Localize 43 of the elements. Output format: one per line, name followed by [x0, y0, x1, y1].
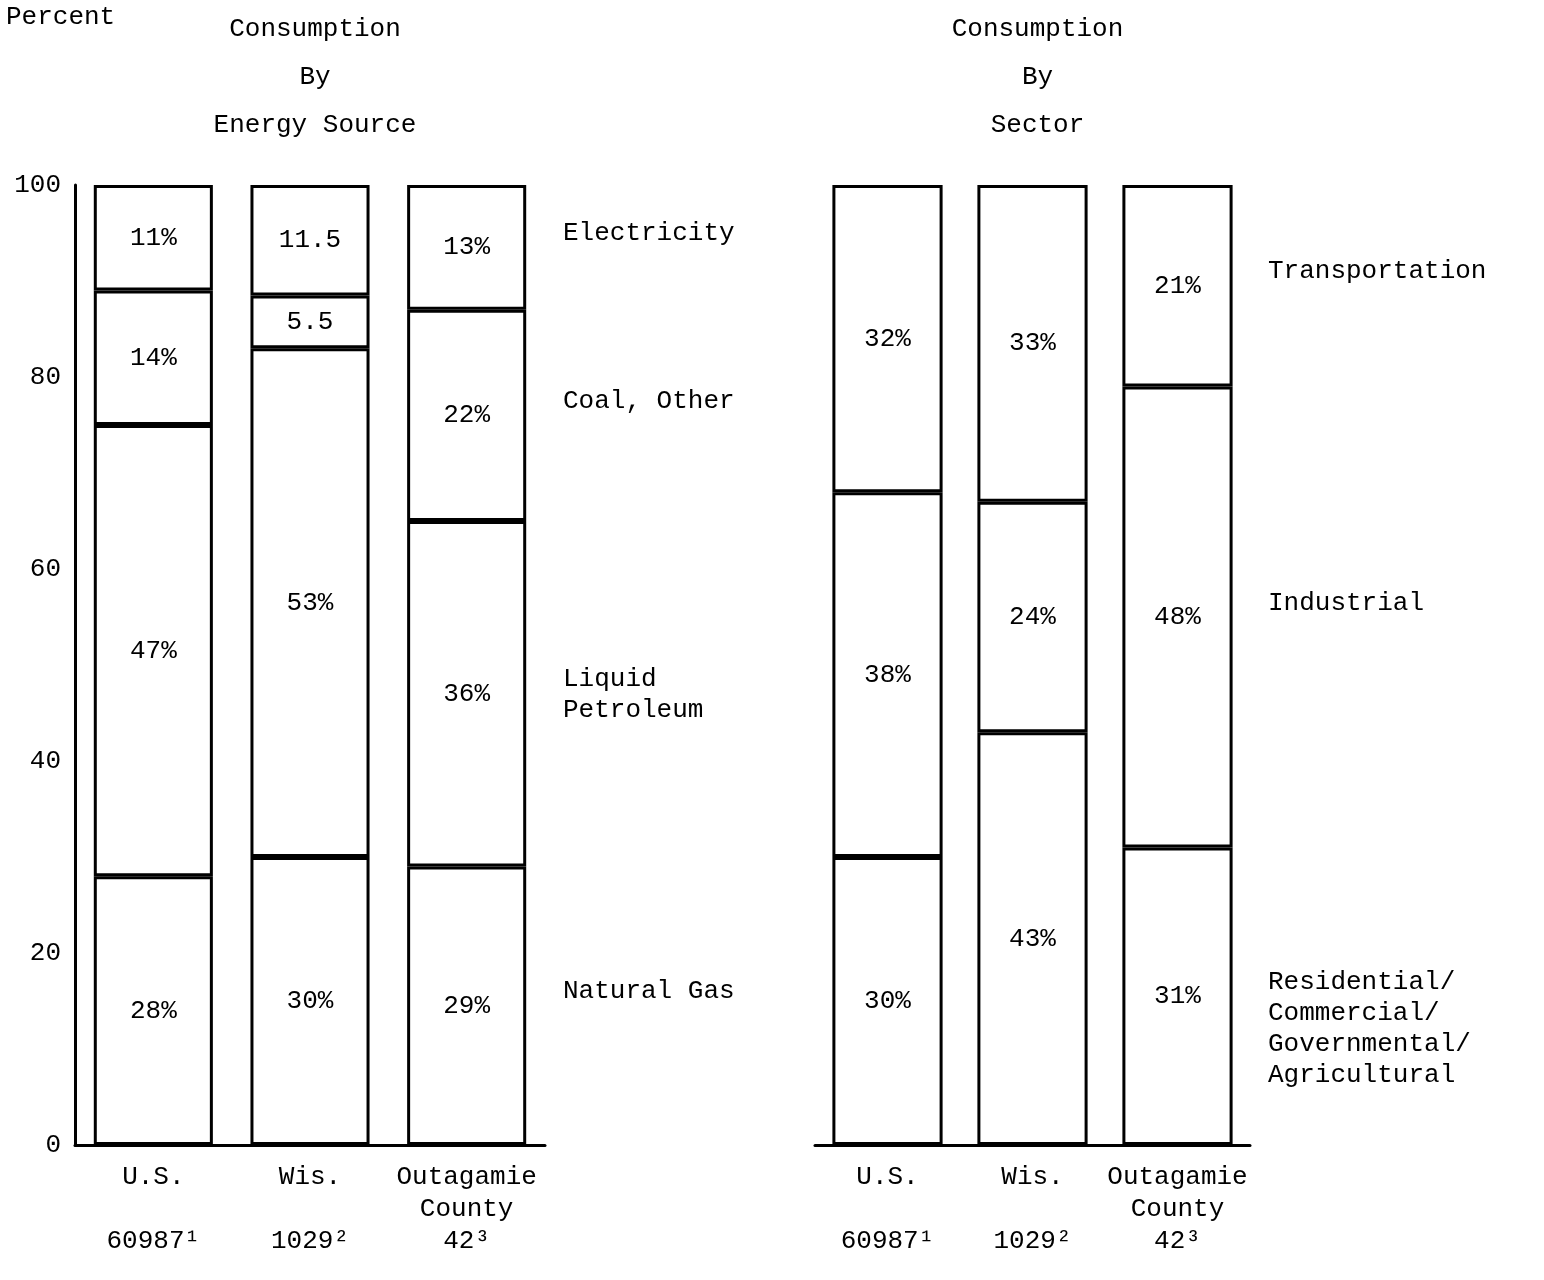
data-label: 43%	[1009, 923, 1057, 954]
data-label: 14%	[129, 342, 178, 373]
category-label: Wis. 1029²	[993, 1162, 1072, 1256]
data-label: 30%	[286, 986, 334, 1016]
data-label: 11%	[129, 222, 178, 253]
data-label: 36%	[443, 678, 491, 709]
series-label: Residential/Commercial/Governmental/Agricultural	[1268, 966, 1471, 1090]
data-label: 53%	[286, 587, 334, 618]
y-tick-label: 40	[29, 746, 61, 776]
chart-title: Consumption By Energy Source	[213, 14, 417, 140]
y-tick-label: 100	[14, 170, 61, 200]
category-label: Wis. 1029²	[270, 1162, 350, 1256]
data-label: 31%	[1154, 981, 1202, 1012]
data-label: 28%	[129, 995, 178, 1026]
data-label: 48%	[1154, 602, 1202, 632]
data-label: 11.5	[278, 225, 342, 256]
series-label: Transportation	[1268, 256, 1487, 287]
y-tick-label: 0	[45, 1130, 61, 1160]
data-label: 13%	[443, 232, 491, 263]
data-label: 21%	[1154, 270, 1202, 301]
data-label: 5.5	[286, 306, 334, 337]
data-label: 33%	[1009, 328, 1057, 359]
y-tick-label: 80	[29, 362, 61, 392]
series-label: Liquid Petroleum	[563, 664, 704, 726]
data-label: 32%	[864, 323, 912, 354]
series-label: Coal, Other	[563, 385, 735, 416]
data-label: 30%	[864, 986, 912, 1016]
data-label: 24%	[1009, 602, 1057, 632]
series-label: Electricity	[563, 217, 735, 248]
x-tick-label: Outagamie County 42³	[396, 1162, 537, 1256]
chart-title: Consumption By Sector	[951, 14, 1124, 140]
data-label: 22%	[443, 400, 491, 431]
category-label: U.S. 60987¹	[840, 1162, 935, 1256]
category-label: U.S. 60987¹	[106, 1162, 201, 1256]
data-label: 47%	[129, 635, 178, 666]
y-axis-title: Percent	[6, 2, 116, 32]
data-label: 29%	[443, 990, 491, 1021]
x-tick-label: Outagamie County 42³	[1107, 1162, 1248, 1256]
y-tick-label: 20	[29, 938, 61, 968]
series-label: Industrial	[1268, 587, 1425, 618]
series-label: Natural Gas	[563, 976, 735, 1007]
data-label: 38%	[864, 659, 912, 690]
y-tick-label: 60	[29, 554, 61, 584]
